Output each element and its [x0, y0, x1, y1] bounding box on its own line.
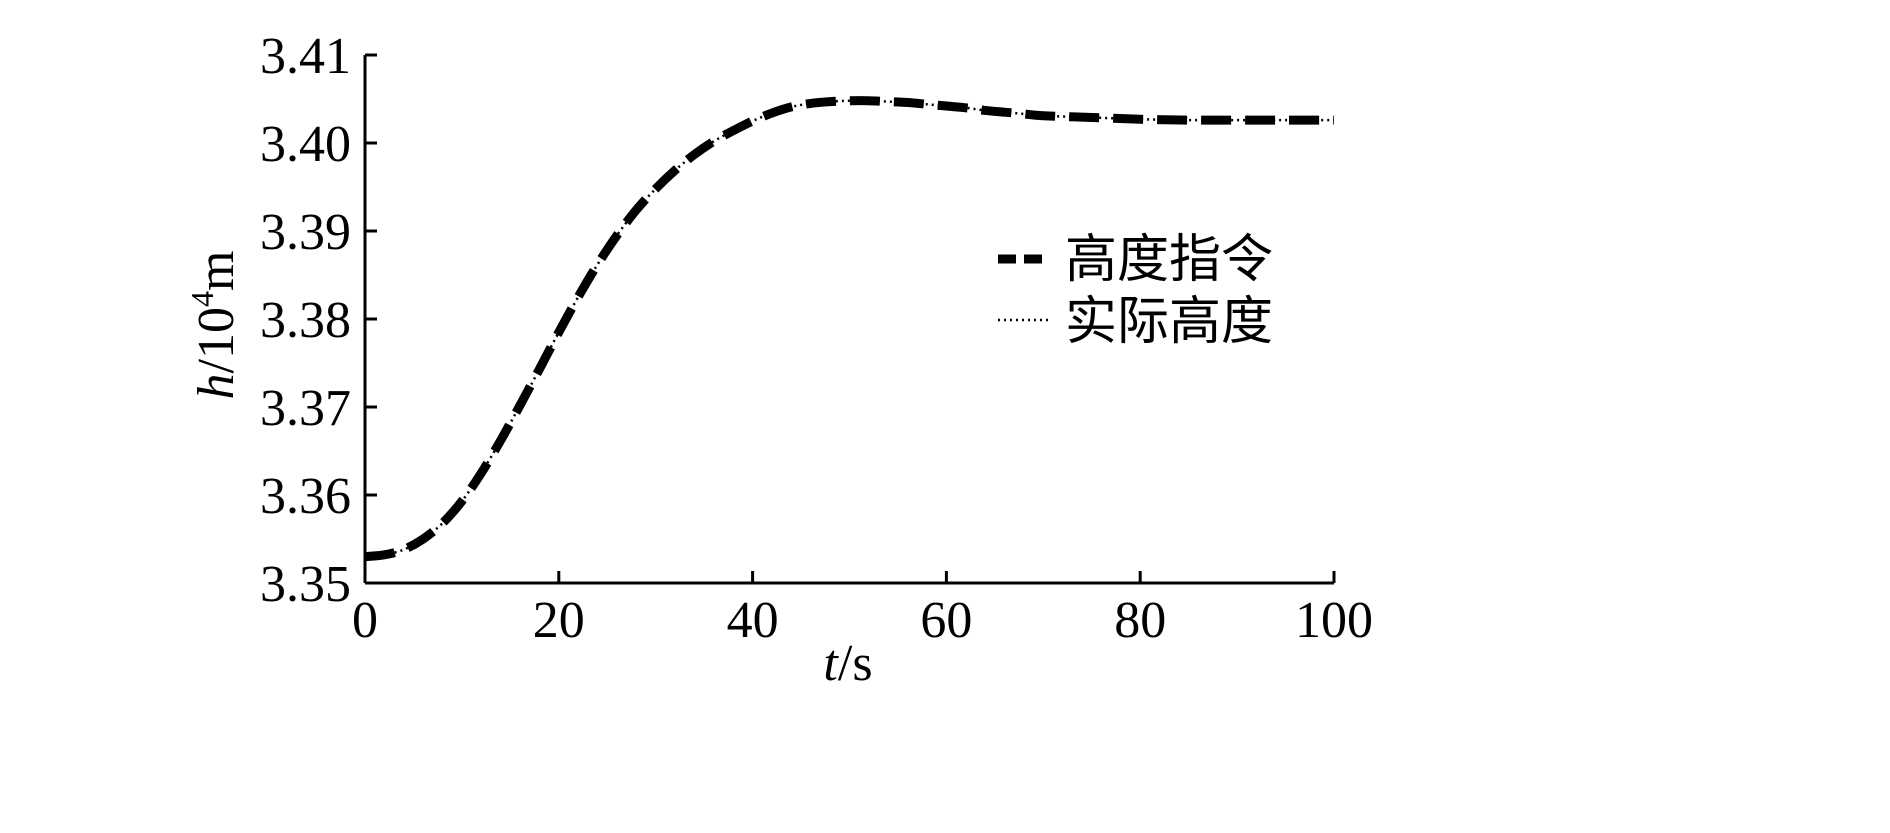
y-tick-label: 3.35: [260, 556, 351, 613]
y-axis-label-unit-pre: /10: [188, 307, 245, 373]
series-line-altitude-command: [364, 96, 1334, 562]
y-tick-label: 3.41: [260, 28, 351, 85]
legend-label-actual: 实际高度: [1065, 292, 1273, 352]
y-axis-label-var: h: [188, 373, 245, 399]
x-tick-label: 0: [352, 592, 378, 649]
plot-lines: [364, 96, 1334, 562]
y-axis-label-unit-exp: 4: [184, 291, 220, 307]
y-tick-label: 3.37: [260, 380, 351, 437]
y-ticks: 3.35 3.36 3.37 3.38 3.39 3.40 3.41: [260, 28, 377, 613]
legend: 高度指令 实际高度: [998, 230, 1273, 352]
x-tick-label: 40: [727, 592, 779, 649]
x-axis-label: t/s: [823, 635, 872, 692]
x-axis-label-var: t: [823, 635, 839, 692]
legend-label-command: 高度指令: [1065, 230, 1273, 290]
y-axis-label-unit-post: m: [188, 251, 245, 291]
y-axis-label: h/104m: [184, 251, 245, 400]
y-tick-label: 3.36: [260, 468, 351, 525]
y-tick-label: 3.40: [260, 116, 351, 173]
x-ticks: 0 20 40 60 80 100: [352, 571, 1373, 649]
y-tick-label: 3.38: [260, 292, 351, 349]
x-tick-label: 20: [533, 592, 585, 649]
y-tick-label: 3.39: [260, 204, 351, 261]
x-axis-label-unit: /s: [838, 635, 873, 692]
x-tick-label: 60: [920, 592, 972, 649]
x-tick-label: 80: [1114, 592, 1166, 649]
x-tick-label: 100: [1295, 592, 1373, 649]
